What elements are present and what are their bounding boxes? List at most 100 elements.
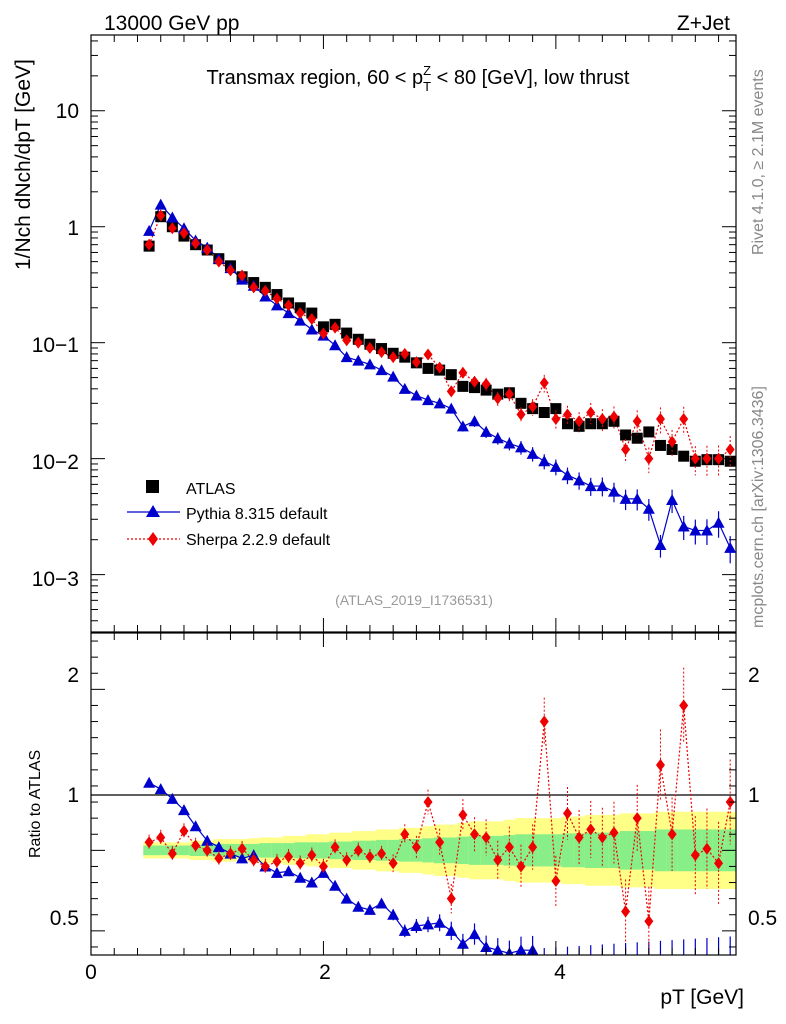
ratio-sherpa-point: [504, 841, 514, 854]
pythia-point: [480, 425, 493, 437]
sherpa-point: [586, 406, 596, 419]
sherpa-point: [528, 400, 538, 413]
ratio-sherpa-point: [260, 860, 270, 873]
sherpa-point: [446, 385, 456, 398]
pythia-point: [724, 541, 736, 553]
atlas-point: [678, 450, 690, 462]
ratio-sherpa-point: [679, 699, 689, 712]
ratio-pythia-point: [154, 783, 167, 795]
ratio-sherpa-point: [237, 842, 247, 855]
ratio-pythia-point: [678, 957, 690, 968]
pythia-point: [515, 441, 527, 453]
sherpa-point: [284, 299, 294, 312]
pythia-point: [445, 402, 458, 414]
ratio-ytick-label-0.5-right: 0.5: [748, 907, 777, 930]
pythia-point: [410, 389, 423, 401]
pythia-point: [573, 474, 586, 486]
plot-title-pre: Transmax region, 60 < p: [207, 67, 424, 89]
plot-title-sub: T: [423, 79, 431, 94]
ratio-sherpa-point: [295, 857, 305, 870]
sherpa-point: [493, 392, 503, 405]
sherpa-point: [353, 336, 363, 349]
sherpa-point: [260, 284, 270, 297]
ratio-sherpa-point: [493, 854, 503, 867]
ratio-sherpa-point: [597, 831, 607, 844]
sherpa-point: [411, 356, 421, 369]
ratio-pythia-point: [270, 866, 283, 878]
ratio-pythia-point: [189, 820, 202, 832]
ratio-ytick-label-1-left: 1: [67, 784, 79, 807]
mcplots-label: mcplots.cern.ch [arXiv:1306.3436]: [750, 386, 767, 628]
ratio-band-inner: [259, 843, 272, 858]
ratio-pythia-point: [643, 957, 655, 968]
sherpa-point: [725, 443, 735, 456]
ratio-sherpa-point: [574, 831, 584, 844]
pythia-point: [619, 492, 632, 504]
ratio-pythia-point: [689, 957, 701, 968]
ytick-label-0.1: 10−1: [32, 334, 79, 357]
main-plot-ytick-labels: 10 1 10−1 10−2 10−3: [32, 100, 79, 591]
plot-title-sup: Z: [423, 63, 431, 78]
ratio-sherpa-point: [284, 850, 294, 863]
ratio-pythia-point: [398, 924, 411, 936]
pythia-point: [433, 397, 446, 409]
sherpa-point: [249, 281, 259, 294]
sherpa-point: [214, 255, 224, 268]
sherpa-point: [423, 348, 433, 361]
ratio-pythia-point: [608, 957, 620, 968]
pythia-point: [526, 447, 539, 459]
ratio-sherpa-point: [411, 841, 421, 854]
atlas-point: [457, 380, 469, 392]
sherpa-point: [144, 238, 154, 251]
ratio-sherpa-point: [388, 857, 398, 870]
legend-marker-pythia: [146, 505, 160, 517]
sherpa-point: [330, 321, 340, 334]
ratio-sherpa-point: [528, 841, 538, 854]
ratio-pythia-point: [538, 957, 550, 968]
ratio-sherpa-point: [621, 905, 631, 918]
pythia-point: [363, 358, 376, 370]
pythia-point: [305, 323, 318, 335]
header-left: 13000 GeV pp: [104, 12, 239, 35]
pythia-line: [148, 203, 731, 549]
ratio-pythia-point: [701, 957, 713, 968]
legend-label-sherpa: Sherpa 2.2.9 default: [186, 532, 331, 549]
sherpa-point: [621, 443, 631, 456]
ratio-sherpa-point: [702, 842, 712, 855]
pythia-point: [329, 339, 342, 351]
pythia-point: [607, 485, 620, 497]
pythia-point: [340, 351, 353, 363]
ratio-sherpa-point: [644, 915, 654, 928]
pythia-point: [352, 354, 365, 366]
ratio-pythia-point: [585, 957, 597, 968]
ratio-band-inner: [271, 843, 284, 858]
sherpa-point: [458, 366, 468, 379]
ratio-pythia-point: [340, 892, 353, 904]
sherpa-point: [470, 375, 480, 388]
xtick-label-0: 0: [85, 961, 97, 984]
ratio-ytick-label-1-right: 1: [748, 784, 760, 807]
ytick-label-0.001: 10−3: [32, 568, 79, 591]
pythia-point: [468, 415, 481, 427]
sherpa-point: [551, 412, 561, 425]
sherpa-point: [562, 408, 572, 421]
ratio-sherpa-point: [191, 839, 201, 852]
ratio-pythia-point: [666, 957, 678, 968]
ratio-band-inner: [294, 842, 307, 859]
ratio-pythia-point: [410, 920, 423, 932]
main-plot-ylabel: 1/Nch dNch/dpT [GeV]: [12, 59, 35, 270]
ratio-band-inner: [643, 831, 656, 870]
sherpa-point: [597, 412, 607, 425]
ratio-band-inner: [677, 829, 691, 872]
sherpa-point: [156, 209, 166, 222]
atlas-point: [550, 403, 562, 415]
sherpa-point: [307, 313, 317, 326]
sherpa-point: [655, 412, 665, 425]
pythia-point: [166, 211, 179, 223]
ratio-pythia-point: [236, 852, 249, 864]
pythia-point: [387, 370, 400, 382]
ratio-pythia-point: [375, 897, 388, 909]
pythia-point: [538, 455, 551, 467]
ytick-label-1: 1: [67, 217, 79, 240]
ratio-ylabel: Ratio to ATLAS: [27, 750, 44, 858]
